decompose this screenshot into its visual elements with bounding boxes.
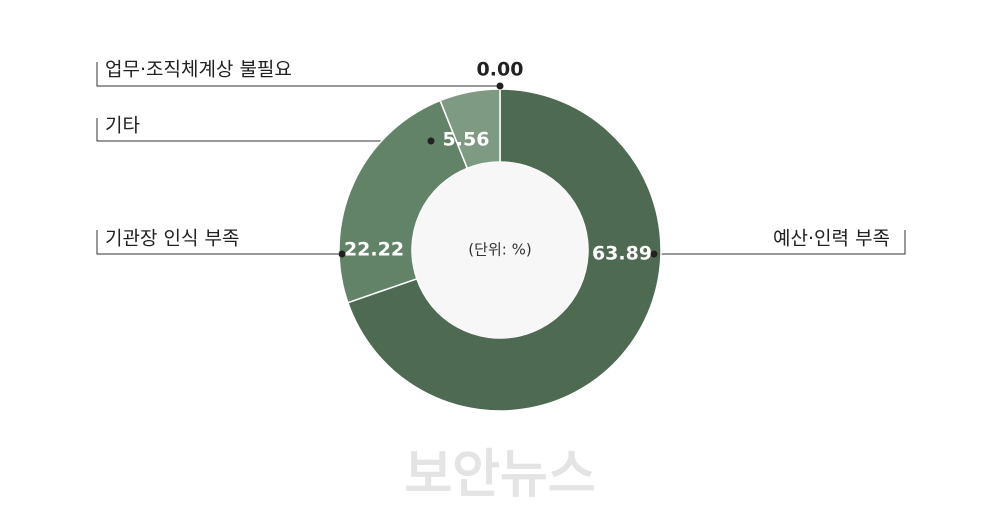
leader-dot bbox=[427, 137, 435, 145]
leader-dot bbox=[338, 250, 346, 258]
leader-line bbox=[96, 62, 500, 87]
value-label: 0.00 bbox=[477, 59, 524, 81]
leader-line bbox=[654, 230, 906, 255]
leader-dot bbox=[650, 250, 658, 258]
category-label: 기관장 인식 부족 bbox=[105, 228, 239, 250]
leader-line bbox=[96, 118, 431, 142]
value-label: 63.89 bbox=[592, 243, 652, 265]
watermark: 보안뉴스 bbox=[404, 445, 595, 505]
category-label: 기타 bbox=[105, 115, 140, 137]
category-label: 업무·조직체계상 불필요 bbox=[105, 59, 292, 81]
value-label: 5.56 bbox=[443, 129, 490, 151]
leader-dot bbox=[496, 82, 504, 90]
donut-segment bbox=[338, 99, 469, 304]
donut-hole bbox=[412, 162, 588, 338]
leader-lines bbox=[96, 62, 906, 255]
value-label: 22.22 bbox=[344, 239, 404, 261]
category-label: 예산·인력 부족 bbox=[773, 228, 890, 250]
center-text: (단위: %) bbox=[468, 241, 531, 259]
leader-line bbox=[96, 230, 342, 255]
